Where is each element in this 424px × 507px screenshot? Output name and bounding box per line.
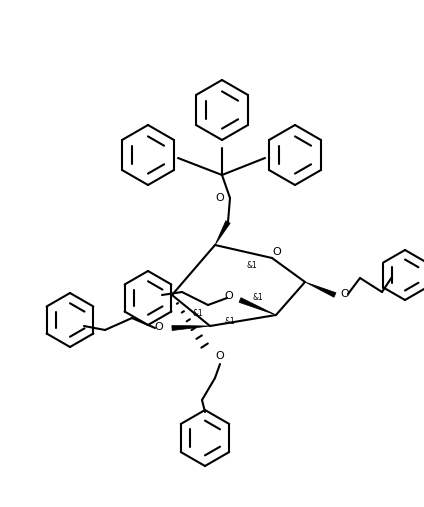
Text: O: O xyxy=(340,289,349,299)
Polygon shape xyxy=(239,298,276,315)
Text: O: O xyxy=(273,247,282,257)
Text: &1: &1 xyxy=(247,261,257,270)
Text: &1: &1 xyxy=(192,309,204,318)
Polygon shape xyxy=(305,282,336,297)
Text: &1: &1 xyxy=(225,317,235,327)
Text: O: O xyxy=(216,193,224,203)
Polygon shape xyxy=(172,325,210,331)
Text: O: O xyxy=(215,351,224,361)
Polygon shape xyxy=(215,221,230,245)
Text: O: O xyxy=(154,322,163,332)
Text: &1: &1 xyxy=(253,294,263,303)
Text: O: O xyxy=(224,291,233,301)
